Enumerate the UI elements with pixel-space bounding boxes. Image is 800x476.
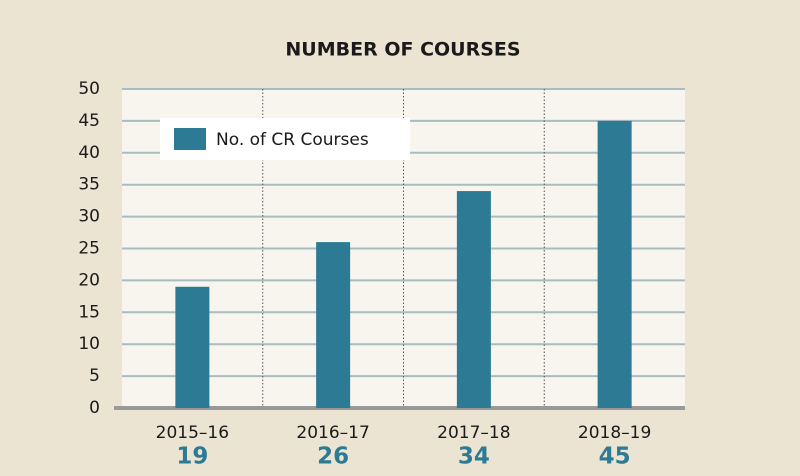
data-label: 19 <box>176 444 208 470</box>
x-tick-label: 2017–18 <box>437 423 510 443</box>
y-tick-label: 35 <box>78 175 100 195</box>
data-label: 34 <box>458 444 490 470</box>
data-label: 45 <box>599 444 631 470</box>
y-tick-label: 30 <box>78 207 100 227</box>
bar <box>316 242 351 408</box>
x-tick-label: 2015–16 <box>156 423 229 443</box>
y-tick-label: 50 <box>78 79 100 99</box>
x-tick-label: 2016–17 <box>296 423 369 443</box>
y-tick-label: 10 <box>78 334 100 354</box>
data-label: 26 <box>317 444 349 470</box>
y-tick-label: 40 <box>78 143 100 163</box>
y-tick-label: 25 <box>78 239 100 259</box>
legend-label: No. of CR Courses <box>216 130 369 150</box>
y-tick-label: 5 <box>89 366 100 386</box>
y-tick-label: 20 <box>78 270 100 290</box>
bar <box>175 286 210 408</box>
bar <box>456 191 491 408</box>
y-tick-label: 0 <box>89 398 100 418</box>
x-tick-label: 2018–19 <box>578 423 651 443</box>
bar <box>597 120 632 409</box>
chart-title: NUMBER OF COURSES <box>285 39 520 61</box>
legend-swatch <box>174 128 206 150</box>
y-tick-label: 15 <box>78 302 100 322</box>
y-tick-label: 45 <box>78 111 100 131</box>
